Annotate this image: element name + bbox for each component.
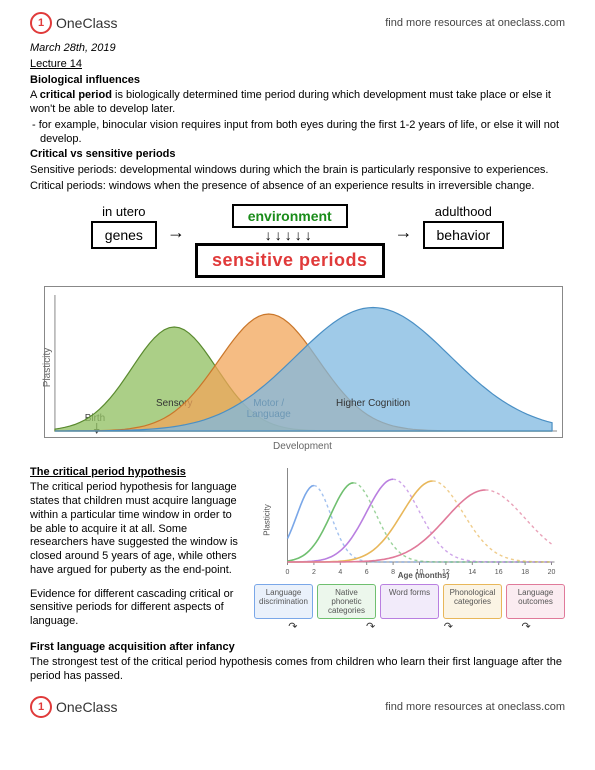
sensitive-def: Sensitive periods: developmental windows…	[30, 164, 565, 178]
bio-bullet: - for example, binocular vision requires…	[30, 119, 565, 147]
stage-row: Language discriminationNative phonetic c…	[254, 584, 565, 619]
stage-box: Word forms	[380, 584, 439, 619]
section-critsens-title: Critical vs sensitive periods	[30, 148, 565, 162]
critical-def: Critical periods: windows when the prese…	[30, 180, 565, 194]
stage-box: Language outcomes	[506, 584, 565, 619]
stage-box: Native phonetic categories	[317, 584, 376, 619]
svg-text:Plasticity: Plasticity	[263, 504, 272, 536]
flow-diagram: in utero genes → environment ↓↓↓↓↓ sensi…	[30, 204, 565, 278]
flow-box-genes: genes	[91, 221, 157, 249]
arrow-down-icon: ↓↓↓↓↓	[265, 230, 315, 241]
brand-tagline: find more resources at oneclass.com	[385, 17, 565, 29]
svg-text:16: 16	[495, 569, 503, 576]
chart1-xlabel: Development	[273, 441, 332, 452]
curve-arrow-icon: ↷	[522, 620, 531, 633]
section-cph-title: The critical period hypothesis	[30, 466, 240, 480]
section-firstlang-title: First language acquisition after infancy	[30, 641, 565, 655]
brand-logo: 1 OneClass	[30, 12, 117, 34]
arrow-right-icon: →	[167, 222, 185, 243]
curve-arrow-icon: ↷	[444, 620, 453, 633]
svg-text:8: 8	[391, 569, 395, 576]
curve-arrow-icon: ↷	[366, 620, 375, 633]
stage-box: Phonological categories	[443, 584, 502, 619]
svg-text:6: 6	[365, 569, 369, 576]
lecture-number: Lecture 14	[30, 58, 565, 72]
curve-arrow-icon: ↷	[288, 620, 297, 633]
svg-text:0: 0	[286, 569, 290, 576]
flow-label-inutero: in utero	[102, 204, 145, 219]
doc-date: March 28th, 2019	[30, 42, 565, 56]
cph-paragraph-1: The critical period hypothesis for langu…	[30, 481, 240, 577]
logo-icon: 1	[30, 696, 52, 718]
page-footer: 1 OneClass find more resources at onecla…	[30, 696, 565, 718]
logo-icon: 1	[30, 12, 52, 34]
age-plasticity-chart: 02468101214161820PlasticityAge (months)	[254, 460, 565, 580]
brand-name: OneClass	[56, 15, 117, 31]
svg-text:20: 20	[548, 569, 556, 576]
flow-box-environment: environment	[232, 204, 348, 228]
plasticity-chart: BirthSensoryMotor /LanguageHigher Cognit…	[44, 286, 563, 438]
svg-text:18: 18	[521, 569, 529, 576]
cph-paragraph-2: Evidence for different cascading critica…	[30, 588, 240, 629]
flow-label-adulthood: adulthood	[435, 204, 492, 219]
firstlang-paragraph: The strongest test of the critical perio…	[30, 656, 565, 684]
svg-text:14: 14	[468, 569, 476, 576]
section-bio-title: Biological influences	[30, 74, 565, 88]
flow-box-behavior: behavior	[423, 221, 505, 249]
chart1-ylabel: Plasticity	[42, 347, 53, 386]
svg-text:4: 4	[338, 569, 342, 576]
brand-logo-footer: 1 OneClass	[30, 696, 117, 718]
arrow-right-icon: →	[395, 222, 413, 243]
stage-arrows: ↷ ↷ ↷ ↷	[254, 620, 565, 633]
bio-paragraph: A critical period is biologically determ…	[30, 89, 565, 117]
svg-text:Age (months): Age (months)	[398, 571, 450, 580]
stage-box: Language discrimination	[254, 584, 313, 619]
svg-text:2: 2	[312, 569, 316, 576]
page-header: 1 OneClass find more resources at onecla…	[30, 12, 565, 34]
svg-text:Higher Cognition: Higher Cognition	[336, 398, 410, 409]
flow-box-sensitive: sensitive periods	[195, 243, 385, 278]
